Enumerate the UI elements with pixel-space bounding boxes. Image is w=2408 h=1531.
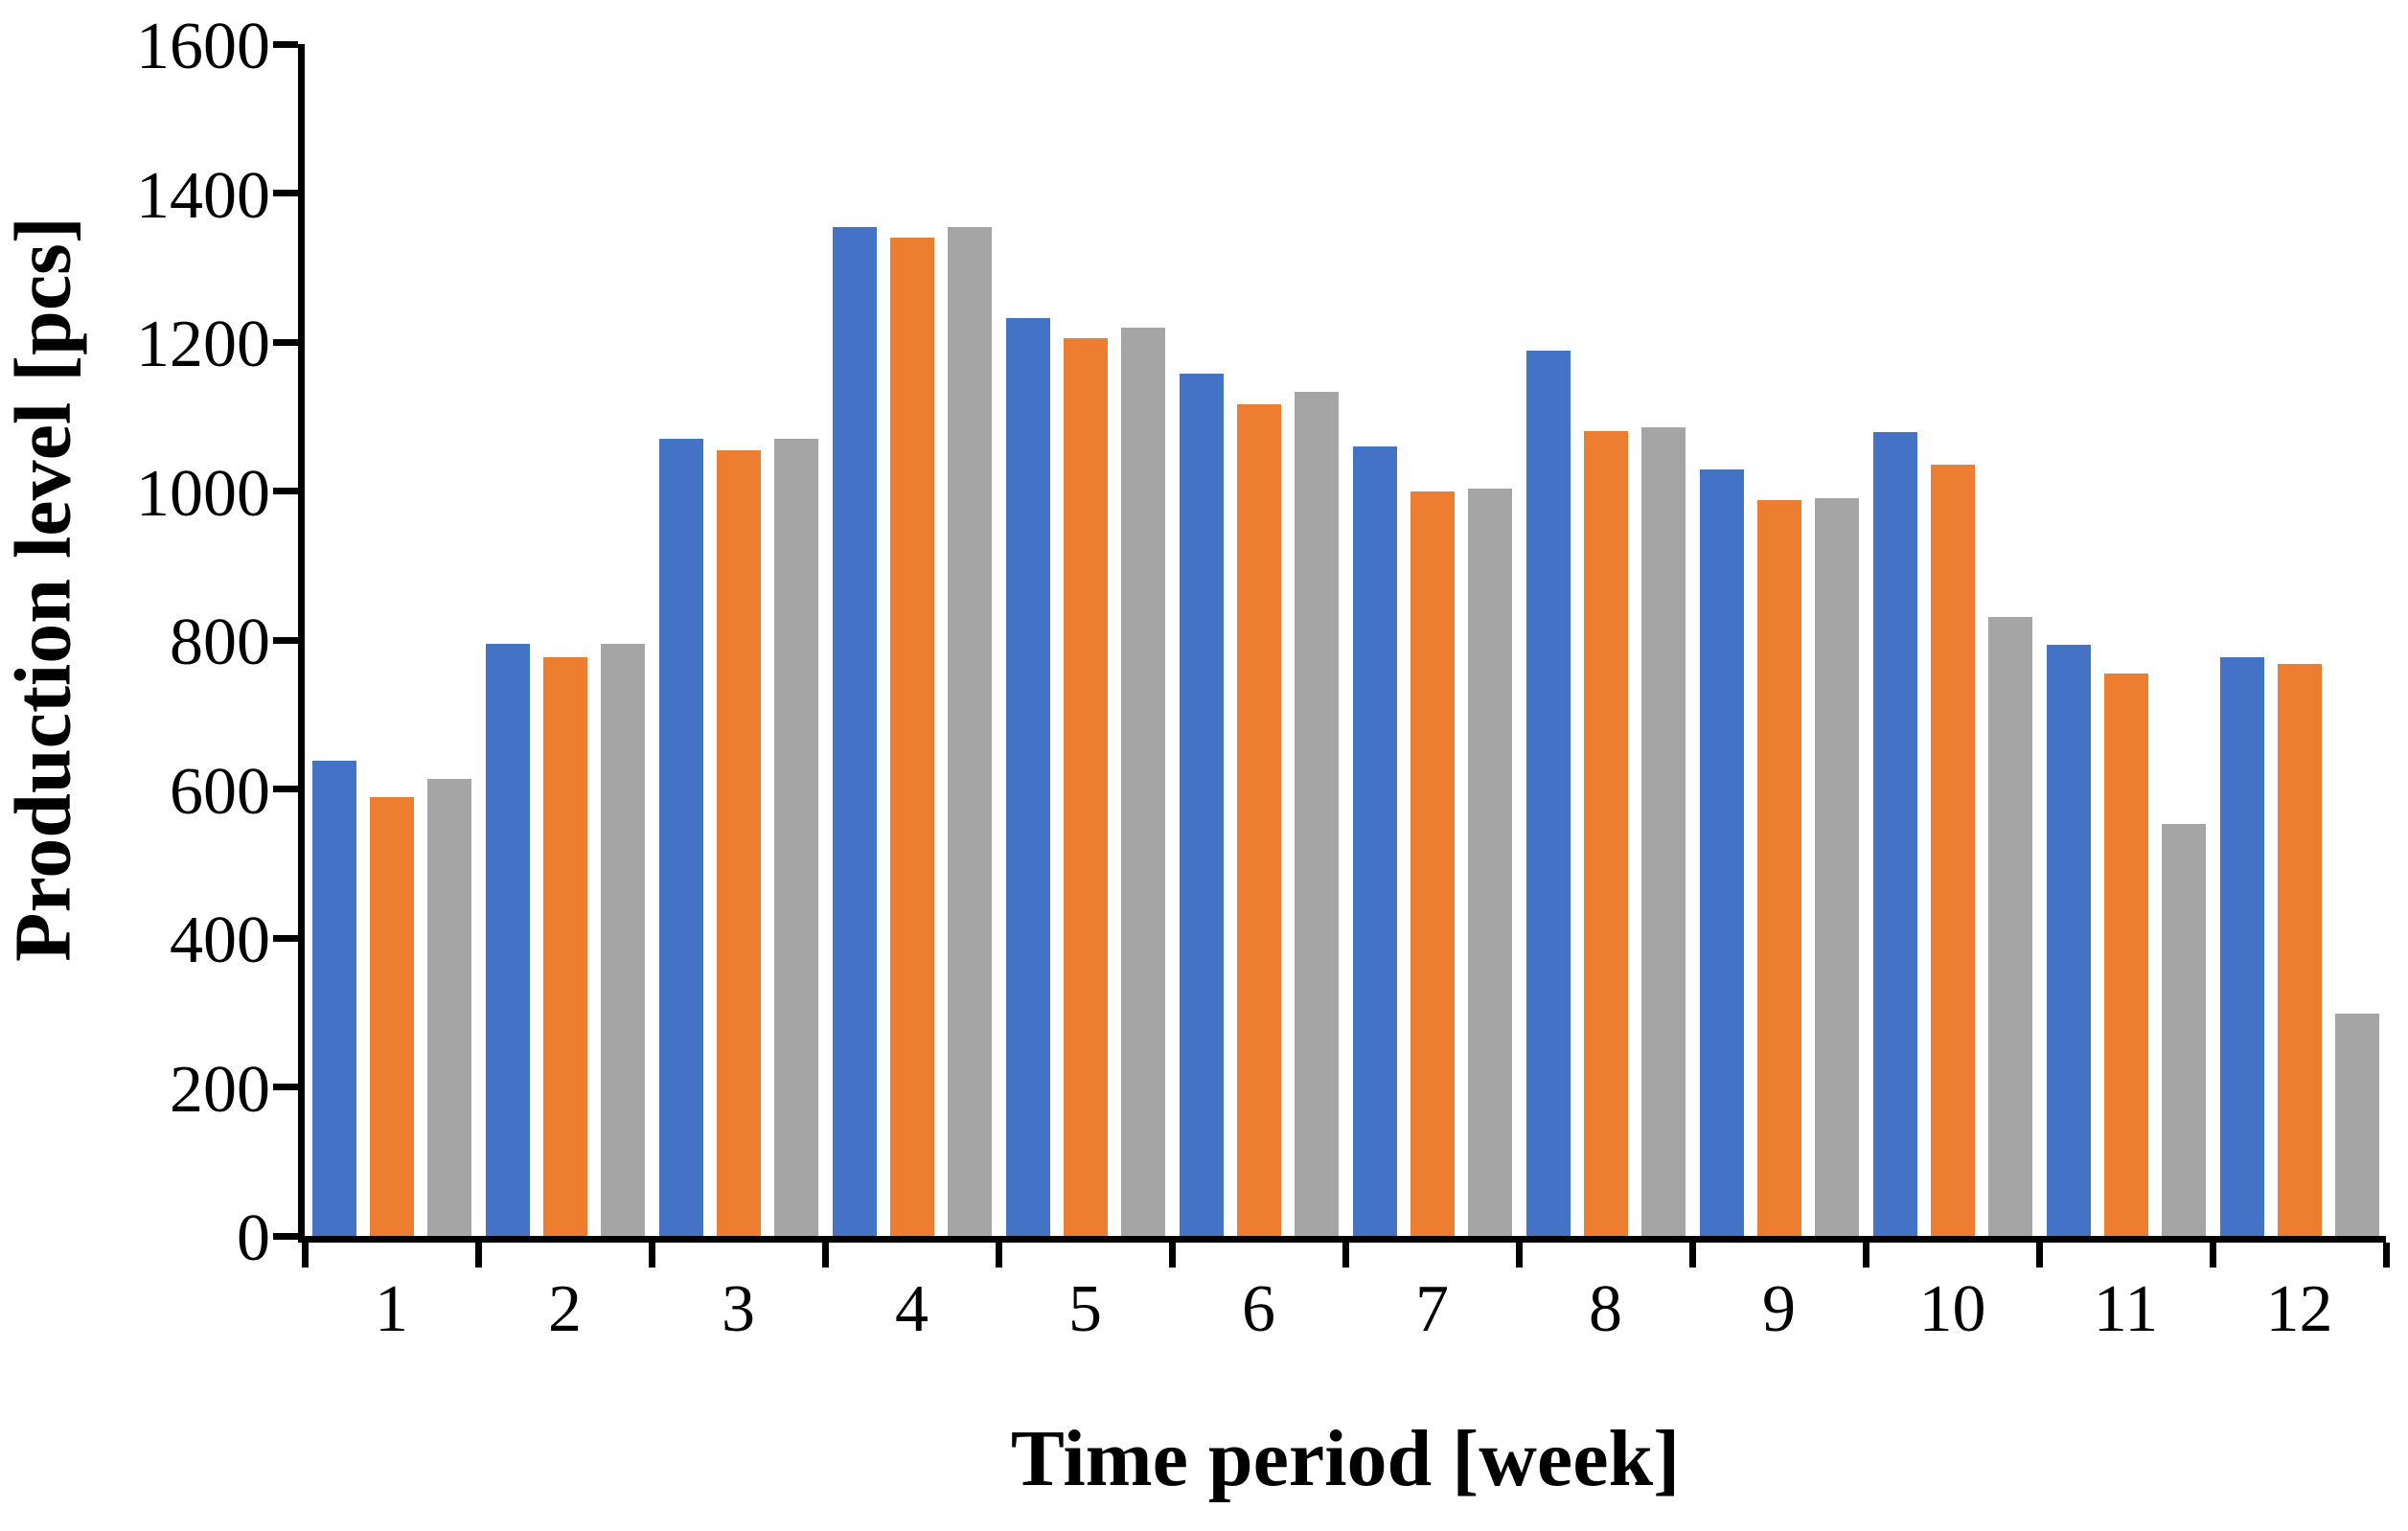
bar-group-week-3 [652, 44, 825, 1236]
y-axis-tick-label: 800 [170, 606, 270, 679]
y-axis-tick-label: 1400 [136, 158, 270, 233]
y-axis-tick-label: 1000 [136, 456, 270, 531]
x-axis-tick-label: 6 [1242, 1272, 1275, 1346]
y-axis-tick [273, 40, 298, 48]
bar-series-orange-week-9 [1756, 499, 1801, 1236]
x-axis-tick [1342, 1243, 1349, 1268]
bar-series-orange-week-4 [889, 238, 934, 1236]
x-axis-tick-label: 5 [1068, 1272, 1102, 1346]
bar-series-orange-week-1 [369, 797, 414, 1236]
y-axis-tick-label: 600 [170, 754, 270, 829]
bar-series-gray-week-9 [1814, 497, 1859, 1236]
x-axis-tick [474, 1243, 482, 1268]
x-axis-tick [2382, 1243, 2390, 1268]
bar-group-week-7 [1345, 44, 1519, 1236]
bar-series-gray-week-7 [1467, 489, 1512, 1236]
bar-series-orange-week-6 [1236, 404, 1281, 1236]
bar-group-week-5 [998, 44, 1172, 1236]
bar-group-week-8 [1519, 44, 1692, 1236]
y-axis-tick [273, 338, 298, 346]
bar-group-week-2 [478, 44, 652, 1236]
bar-series-blue-week-6 [1179, 373, 1224, 1236]
bar-series-gray-week-2 [600, 643, 645, 1236]
bar-series-blue-week-11 [2046, 645, 2091, 1236]
bar-group-week-9 [1692, 44, 1866, 1236]
bar-series-orange-week-7 [1410, 491, 1455, 1236]
bar-series-gray-week-1 [426, 779, 471, 1236]
y-axis-tick-label: 0 [237, 1201, 270, 1275]
x-axis-title: Time period [week] [1010, 1414, 1681, 1503]
bar-series-blue-week-10 [1872, 432, 1917, 1236]
y-axis-tick [273, 1232, 298, 1240]
bar-group-week-11 [2039, 44, 2213, 1236]
bar-series-blue-week-7 [1352, 446, 1397, 1236]
bar-series-orange-week-8 [1583, 431, 1628, 1236]
x-axis-tick-label: 3 [722, 1272, 755, 1346]
y-axis-tick-label: 400 [170, 903, 270, 977]
y-axis-tick-label: 1600 [136, 10, 270, 83]
x-axis-tick-label: 1 [375, 1272, 408, 1346]
bar-series-orange-week-11 [2103, 674, 2148, 1236]
bar-series-blue-week-9 [1699, 468, 1744, 1236]
x-axis-tick-label: 2 [548, 1272, 582, 1346]
bar-series-orange-week-3 [716, 449, 761, 1236]
bar-series-orange-week-2 [542, 656, 587, 1236]
bar-series-blue-week-1 [311, 760, 356, 1236]
bar-series-blue-week-4 [832, 227, 877, 1236]
x-axis-tick [1688, 1243, 1696, 1268]
x-axis-tick [2035, 1243, 2043, 1268]
x-axis-tick-label: 4 [895, 1272, 929, 1346]
bar-series-blue-week-12 [2219, 656, 2264, 1236]
x-axis-tick-label: 9 [1762, 1272, 1796, 1346]
x-axis-tick-label: 11 [2093, 1272, 2159, 1346]
bar-group-week-12 [2213, 44, 2386, 1236]
x-axis-tick [1168, 1243, 1176, 1268]
x-axis-tick [648, 1243, 655, 1268]
bar-series-gray-week-6 [1294, 392, 1339, 1236]
x-axis-tick-label: 7 [1415, 1272, 1449, 1346]
x-axis-tick [821, 1243, 829, 1268]
x-axis-tick [995, 1243, 1002, 1268]
y-axis-tick [273, 636, 298, 644]
bar-series-blue-week-2 [485, 643, 530, 1236]
bar-series-orange-week-12 [2277, 663, 2322, 1236]
y-axis-tick [273, 786, 298, 792]
bar-group-week-4 [825, 44, 998, 1236]
y-axis-tick-label: 200 [170, 1052, 270, 1127]
y-axis-tick-label: 1200 [136, 308, 270, 381]
x-axis-tick [2209, 1243, 2216, 1268]
y-axis-tick [273, 488, 298, 494]
bar-group-week-10 [1866, 44, 2039, 1236]
bar-series-gray-week-12 [2334, 1014, 2379, 1236]
y-axis-tick [273, 934, 298, 942]
bar-series-orange-week-10 [1930, 465, 1975, 1236]
bar-series-gray-week-11 [2161, 824, 2206, 1236]
bar-series-gray-week-5 [1120, 328, 1165, 1236]
x-axis-tick-label: 12 [2265, 1272, 2333, 1346]
plot-area: 0 200 400 600 800 1000 1200 1400 1600 1 2 3 4 5 6 7 8 9 10… [136, 13, 2390, 1343]
bar-series-gray-week-8 [1640, 427, 1686, 1236]
bar-group-week-1 [305, 44, 478, 1236]
x-axis-tick [1515, 1243, 1523, 1268]
bar-series-gray-week-3 [773, 439, 818, 1236]
bar-series-blue-week-3 [658, 439, 703, 1236]
y-axis-tick [273, 190, 298, 196]
x-axis-tick-label: 8 [1589, 1272, 1622, 1346]
bar-series-blue-week-5 [1005, 318, 1050, 1236]
bar-series-gray-week-4 [947, 227, 992, 1236]
y-axis-tick [273, 1084, 298, 1090]
x-axis-tick [301, 1243, 309, 1268]
x-axis-tick-label: 10 [1918, 1272, 1986, 1346]
bar-series-orange-week-5 [1063, 338, 1108, 1236]
x-axis-tick [1862, 1243, 1869, 1268]
bar-group-week-6 [1172, 44, 1345, 1236]
bar-series-blue-week-8 [1525, 351, 1571, 1236]
bar-series-gray-week-10 [1987, 616, 2032, 1236]
